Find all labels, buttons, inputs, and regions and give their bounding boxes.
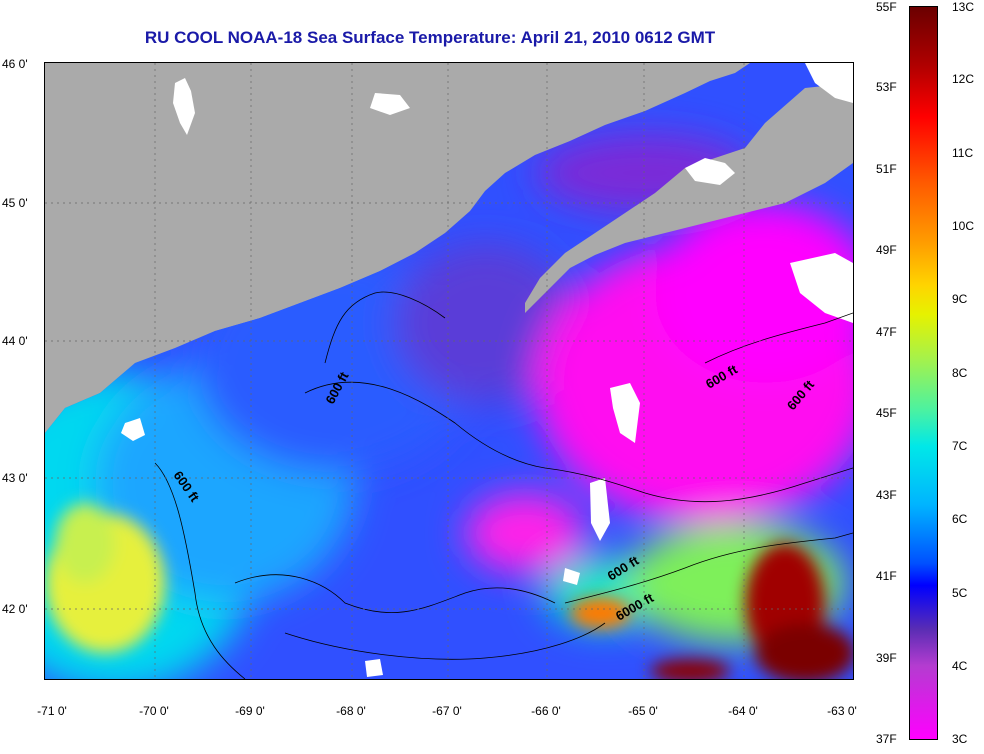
temperature-colorbar — [909, 6, 938, 740]
lat-label-46: 46 0' — [2, 57, 28, 71]
land-nova-scotia — [525, 83, 853, 313]
colorbar-f-41: 41F — [876, 569, 897, 583]
colorbar-f-49: 49F — [876, 243, 897, 257]
colorbar-c-6: 6C — [952, 512, 968, 526]
lon-label-63: -63 0' — [827, 704, 857, 718]
lon-label-70: -70 0' — [139, 704, 169, 718]
colorbar-f-55: 55F — [876, 0, 897, 14]
lon-label-68: -68 0' — [336, 704, 366, 718]
lon-label-71: -71 0' — [37, 704, 67, 718]
lon-label-64: -64 0' — [728, 704, 758, 718]
colorbar-c-12: 12C — [952, 72, 975, 86]
colorbar-c-7: 7C — [952, 439, 968, 453]
lat-label-43: 43 0' — [2, 471, 28, 485]
colorbar-f-53: 53F — [876, 80, 897, 94]
lon-label-69: -69 0' — [235, 704, 265, 718]
contour-600ft-west — [154, 462, 246, 679]
lat-label-44: 44 0' — [2, 334, 28, 348]
lat-label-42: 42 0' — [2, 602, 28, 616]
colorbar-c-10: 10C — [952, 219, 975, 233]
sst-map: 600 ft 600 ft 600 ft 600 ft 600 ft 6000 … — [44, 62, 854, 680]
colorbar-c-13: 13C — [952, 0, 975, 14]
bathymetry-contours — [154, 291, 853, 679]
graticule — [45, 63, 853, 679]
colorbar-c-11: 11C — [952, 146, 974, 160]
colorbar-f-45: 45F — [876, 406, 897, 420]
colorbar-f-43: 43F — [876, 488, 897, 502]
colorbar-c-4: 4C — [952, 659, 968, 673]
sst-map-svg: 600 ft 600 ft 600 ft 600 ft 600 ft 6000 … — [45, 63, 853, 679]
colorbar-c-9: 9C — [952, 292, 968, 306]
lat-label-45: 45 0' — [2, 196, 28, 210]
lon-label-65: -65 0' — [628, 704, 658, 718]
lon-label-66: -66 0' — [531, 704, 561, 718]
cloud-patches — [121, 63, 853, 677]
colorbar-f-37: 37F — [876, 732, 897, 746]
colorbar-c-5: 5C — [952, 586, 968, 600]
lon-label-67: -67 0' — [432, 704, 462, 718]
colorbar-f-47: 47F — [876, 325, 897, 339]
colorbar-c-8: 8C — [952, 366, 968, 380]
colorbar-c-3: 3C — [952, 732, 968, 746]
colorbar-f-51: 51F — [876, 162, 897, 176]
map-title: RU COOL NOAA-18 Sea Surface Temperature:… — [144, 28, 716, 47]
colorbar-f-39: 39F — [876, 651, 897, 665]
